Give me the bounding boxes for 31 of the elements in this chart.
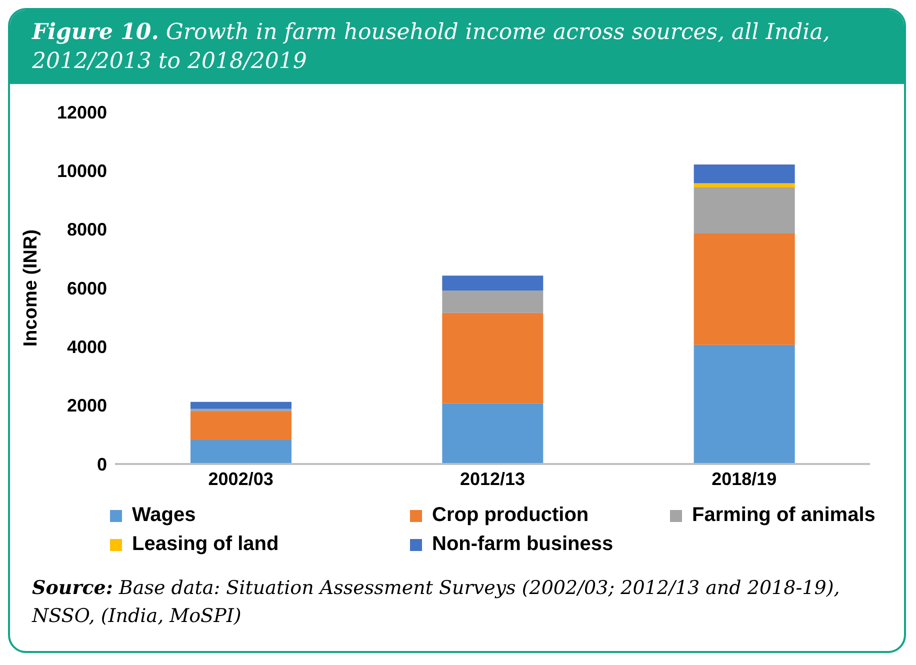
y-tick-label: 4000	[66, 337, 107, 358]
bar	[694, 164, 795, 184]
y-tick-label: 10000	[56, 161, 107, 182]
y-axis-title: Income (INR)	[20, 229, 42, 347]
y-tick-label: 8000	[66, 220, 107, 240]
legend-label: Non-farm business	[432, 533, 614, 556]
legend-label: Leasing of land	[132, 533, 279, 556]
bar	[442, 276, 544, 291]
bar	[190, 402, 292, 409]
bar	[442, 290, 544, 313]
bar	[694, 233, 795, 345]
legend-label: Farming of animals	[692, 504, 876, 527]
source-note: Source: Base data: Situation Assessment Surveys (2002/03; 2012/13 and 2018-19), NSSO, (India, MoSPI)	[30, 576, 841, 629]
bar	[694, 183, 795, 188]
legend-label: Crop production	[432, 504, 589, 527]
bar	[694, 344, 795, 464]
y-tick-label: 2000	[66, 396, 107, 416]
x-tick-label: 2018/19	[712, 468, 777, 489]
x-tick-label: 2002/03	[208, 468, 274, 489]
bar	[694, 187, 795, 234]
y-tick-label: 0	[96, 454, 107, 474]
x-tick-label: 2012/13	[460, 468, 526, 489]
legend-label: Wages	[132, 504, 196, 527]
bar	[190, 408, 292, 412]
chart-title: Figure 10. Growth in farm household income across sources, all India, 2012/2013 to 2018/2019	[10, 10, 904, 84]
y-tick-label: 12000	[56, 102, 107, 122]
bar	[442, 312, 544, 404]
bar	[190, 411, 292, 440]
bar	[190, 440, 292, 464]
bar	[442, 403, 544, 464]
y-tick-label: 6000	[66, 278, 107, 298]
